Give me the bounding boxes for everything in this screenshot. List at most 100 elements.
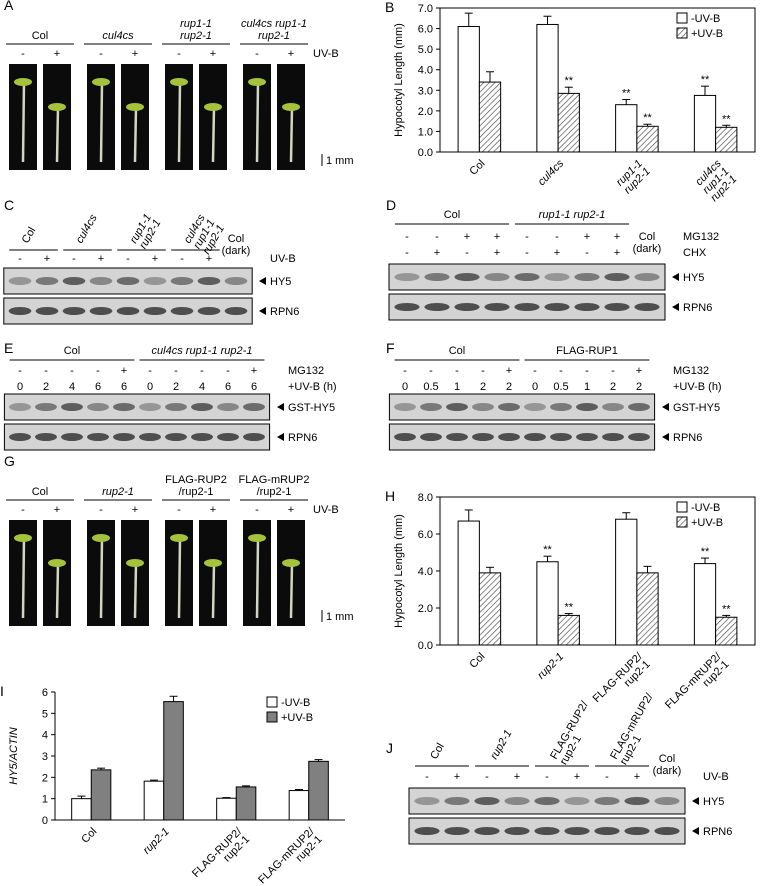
significance: **	[622, 88, 631, 100]
band	[191, 403, 213, 411]
band	[394, 403, 416, 411]
panel-label: C	[4, 197, 14, 213]
group-label-line: cul4cs rup1-1	[241, 18, 307, 30]
seedling-stem	[177, 81, 182, 163]
sign: +	[574, 771, 580, 783]
band	[446, 433, 468, 441]
sign: -	[148, 365, 152, 377]
bar	[636, 572, 659, 646]
bar	[71, 798, 92, 821]
band-label: RPN6	[703, 826, 732, 838]
legend-swatch	[676, 516, 688, 528]
x-tick-label-line: Col	[79, 826, 99, 846]
group-label: FLAG-mRUP2/rup2-1	[608, 691, 665, 767]
group-label: rup1-1 rup2-1	[539, 209, 606, 221]
extra-lane-label-line: (dark)	[222, 245, 251, 257]
band	[62, 307, 86, 315]
sign: 0	[402, 381, 408, 393]
legend-swatch	[676, 501, 688, 513]
band	[602, 403, 624, 411]
y-tick-label: 8.0	[418, 492, 433, 504]
significance: **	[643, 112, 652, 124]
band-label: RPN6	[673, 432, 702, 444]
x-tick-label: FLAG-RUP2/rup2-1	[190, 825, 253, 886]
x-tick-label-line: Col	[467, 651, 487, 671]
group-label: FLAG-mRUP2/rup2-1	[239, 474, 310, 498]
band-label: HY5	[270, 276, 291, 288]
seedling-stem	[21, 537, 26, 619]
sign: -	[455, 365, 459, 377]
sign: -	[44, 365, 48, 377]
band	[550, 433, 572, 441]
error-bar	[643, 123, 652, 127]
sign: -	[21, 48, 25, 60]
significance: **	[722, 113, 731, 125]
sign: +	[152, 253, 158, 265]
error-bar	[543, 15, 552, 25]
band	[165, 433, 187, 441]
seedling-cotyledon	[92, 534, 110, 542]
band	[143, 307, 167, 315]
band	[624, 827, 650, 835]
group-label: FLAG-RUP2/rup2-1	[548, 699, 601, 767]
sign: 6	[225, 381, 231, 393]
extra-lane-label: Col (dark)	[633, 231, 662, 255]
y-tick-label: 6.0	[418, 529, 433, 541]
bar	[457, 520, 480, 646]
band	[474, 797, 500, 805]
sign: -	[555, 231, 559, 243]
sign: 1	[584, 381, 590, 393]
band	[604, 273, 630, 281]
band	[113, 403, 135, 411]
panel-label: I	[0, 683, 4, 699]
seedling-cotyledon	[170, 534, 188, 542]
significance: **	[564, 75, 573, 87]
group-label: Col	[64, 345, 81, 357]
scale-label: 1 mm	[326, 155, 354, 167]
group-label-line: rup2-1	[258, 30, 290, 42]
sign: -	[585, 247, 589, 259]
band	[139, 433, 161, 441]
sign: +	[614, 231, 620, 243]
legend-label: -UV-B	[281, 697, 310, 709]
x-tick-label: FLAG-mRUP2/rup2-1	[663, 650, 732, 719]
legend-label: +UV-B	[691, 28, 723, 40]
band	[444, 827, 470, 835]
arrow	[662, 433, 669, 441]
error-bar	[294, 788, 303, 791]
error-bar	[700, 85, 709, 96]
sign: 6	[95, 381, 101, 393]
band	[504, 827, 530, 835]
y-tick-label: 5.0	[418, 44, 433, 56]
band	[116, 277, 140, 285]
significance: **	[564, 602, 573, 614]
sign: 6	[251, 381, 257, 393]
band	[576, 403, 598, 411]
seedling-stem	[211, 106, 216, 163]
sign: +	[121, 365, 127, 377]
sign: 0.5	[553, 381, 568, 393]
panel-label: J	[386, 740, 393, 756]
seedling-stem	[133, 562, 138, 619]
bar	[557, 614, 580, 646]
band	[628, 403, 650, 411]
band	[454, 273, 480, 281]
band	[35, 277, 59, 285]
y-axis-label: Hypocotyl Length (mm)	[393, 23, 405, 137]
seedling-stem	[255, 81, 260, 163]
sign: 6	[121, 381, 127, 393]
sign: -	[174, 365, 178, 377]
band	[116, 307, 140, 315]
arrow	[277, 403, 284, 411]
group-label: FLAG-RUP2/rup2-1	[165, 474, 227, 498]
extra-lane-label-line: (dark)	[653, 765, 682, 777]
band	[224, 307, 248, 315]
sign: +	[464, 231, 470, 243]
row-label: MG132	[673, 365, 709, 377]
sign: 2	[480, 381, 486, 393]
legend-label: +UV-B	[281, 712, 313, 724]
sign: +	[288, 48, 294, 60]
band	[414, 797, 440, 805]
sign: +	[210, 48, 216, 60]
bar	[615, 104, 638, 153]
